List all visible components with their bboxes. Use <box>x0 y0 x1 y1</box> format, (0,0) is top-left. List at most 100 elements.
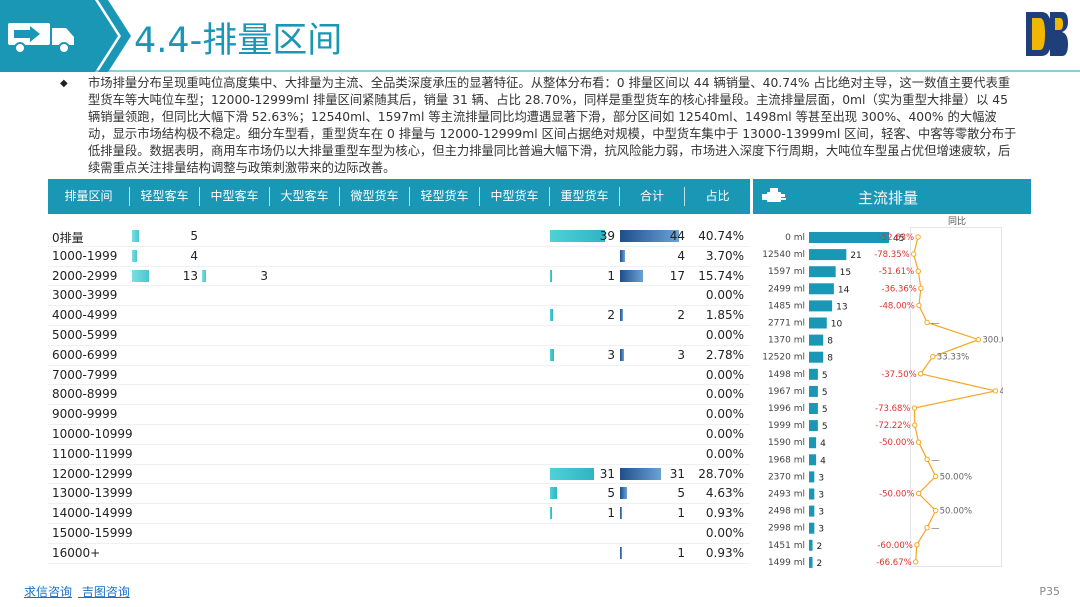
summary-paragraph: 市场排量分布呈现重吨位高度集中、大排量为主流、全品类深度承压的显著特征。从整体分… <box>88 76 1017 175</box>
footer-link-qiuxin[interactable]: 求信咨询 <box>24 585 73 599</box>
bar-value-label: 14 <box>838 285 850 295</box>
total-bar <box>620 348 624 361</box>
table-row: 11000-11999 0.00% <box>48 445 750 465</box>
mainstream-bar <box>809 488 815 500</box>
bar-value-label: 15 <box>840 268 851 278</box>
table-row: 9000-9999 0.00% <box>48 405 750 425</box>
yoy-label: -51.61% <box>879 267 914 277</box>
yoy-label: 300.00% <box>982 336 1003 346</box>
yoy-point <box>912 422 918 428</box>
range-label: 7000-7999 <box>52 367 118 382</box>
yoy-label: -36.36% <box>881 284 916 294</box>
category-label: 2493 ml <box>768 490 805 500</box>
zk-bar <box>202 269 206 282</box>
bar-value-label: 3 <box>818 508 824 518</box>
share-value: 40.74% <box>698 229 744 243</box>
table-row: 0排量 5 39 44 40.74% <box>48 227 750 247</box>
mainstream-bar <box>809 420 818 432</box>
table-row: 2000-2999 13 3 1 17 15.74% <box>48 267 750 287</box>
bar-value-label: 5 <box>822 371 828 381</box>
table-row: 5000-5999 0.00% <box>48 326 750 346</box>
share-value: 15.74% <box>698 268 744 283</box>
bar-value-label: 13 <box>836 302 847 312</box>
mainstream-bar <box>809 300 833 312</box>
yoy-point <box>915 234 921 240</box>
mainstream-bar <box>809 368 818 380</box>
qk-bar <box>132 249 138 262</box>
category-label: 1451 ml <box>768 541 805 551</box>
total-value: 17 <box>669 268 685 283</box>
yoy-label: -72.22% <box>875 421 910 431</box>
category-label: 1485 ml <box>768 301 805 311</box>
yoy-point <box>915 490 922 497</box>
range-label: 11000-11999 <box>52 446 133 461</box>
range-label: 8000-8999 <box>52 387 118 402</box>
brand-logo-icon <box>1026 12 1068 56</box>
total-value: 1 <box>677 506 685 521</box>
range-label: 14000-14999 <box>52 506 133 521</box>
share-value: 0.00% <box>705 327 744 342</box>
mainstream-bar <box>809 385 818 397</box>
engine-icon <box>762 188 786 202</box>
bar-value-label: 8 <box>827 337 833 347</box>
table-row: 7000-7999 0.00% <box>48 366 750 386</box>
category-label: 1968 ml <box>768 455 805 465</box>
mainstream-bar <box>809 403 818 414</box>
yoy-point <box>924 319 930 326</box>
mainstream-bar <box>809 266 836 278</box>
zhh-value: 1 <box>607 506 615 521</box>
range-label: 15000-15999 <box>52 525 133 540</box>
category-label: 2998 ml <box>768 524 805 534</box>
zhh-bar <box>550 269 552 282</box>
mainstream-bar <box>809 334 824 346</box>
share-value: 4.63% <box>705 486 744 501</box>
table-row: 12000-12999 31 31 28.70% <box>48 465 750 485</box>
range-label: 12000-12999 <box>52 466 133 481</box>
footer-link-jitu[interactable]: 吉图咨询 <box>81 585 130 599</box>
col-header: 合计 <box>620 187 685 206</box>
share-value: 0.00% <box>705 288 744 303</box>
yoy-line <box>913 236 996 562</box>
category-label: 2498 ml <box>768 507 805 517</box>
total-bar <box>620 249 626 262</box>
total-value: 4 <box>677 248 685 263</box>
range-label: 2000-2999 <box>52 268 118 283</box>
share-value: 0.00% <box>705 446 744 461</box>
zhh-bar <box>550 467 595 480</box>
yoy-label: — <box>931 455 940 465</box>
mainstream-bar <box>809 505 815 517</box>
yoy-label: -50.00% <box>879 490 914 500</box>
category-label: 2370 ml <box>768 472 805 482</box>
yoy-point <box>932 507 939 514</box>
yoy-label: — <box>931 524 940 534</box>
yoy-label: 50.00% <box>940 472 972 482</box>
zhh-value: 2 <box>607 308 615 323</box>
yoy-label: -78.35% <box>874 250 909 260</box>
category-label: 0 ml <box>785 233 805 243</box>
yoy-label: -50.00% <box>879 438 914 448</box>
zhh-bar <box>550 507 552 520</box>
table-row: 16000+ 1 0.93% <box>48 544 750 564</box>
bar-value-label: 2 <box>817 542 823 552</box>
yoy-point <box>911 405 918 411</box>
col-header: 重型货车 <box>550 187 620 206</box>
bar-value-label: 45 <box>893 234 904 244</box>
range-label: 10000-10999 <box>52 426 133 441</box>
yoy-label: 33.33% <box>937 353 969 363</box>
table-row: 8000-8999 0.00% <box>48 385 750 406</box>
bar-value-label: 5 <box>822 388 828 398</box>
share-value: 0.93% <box>705 506 744 521</box>
total-value: 1 <box>677 545 685 560</box>
mainstream-bar <box>809 471 815 483</box>
range-label: 3000-3999 <box>52 288 118 303</box>
total-bar <box>620 507 622 520</box>
total-value: 5 <box>677 486 685 501</box>
col-header: 中型客车 <box>200 187 270 206</box>
range-label: 13000-13999 <box>52 486 133 501</box>
zhh-value: 5 <box>607 486 615 501</box>
mainstream-bar <box>809 522 815 534</box>
category-label: 1370 ml <box>768 336 805 346</box>
table-row: 14000-14999 1 1 0.93% <box>48 504 750 524</box>
qk-value: 13 <box>182 268 198 283</box>
bar-value-label: 2 <box>817 559 823 569</box>
